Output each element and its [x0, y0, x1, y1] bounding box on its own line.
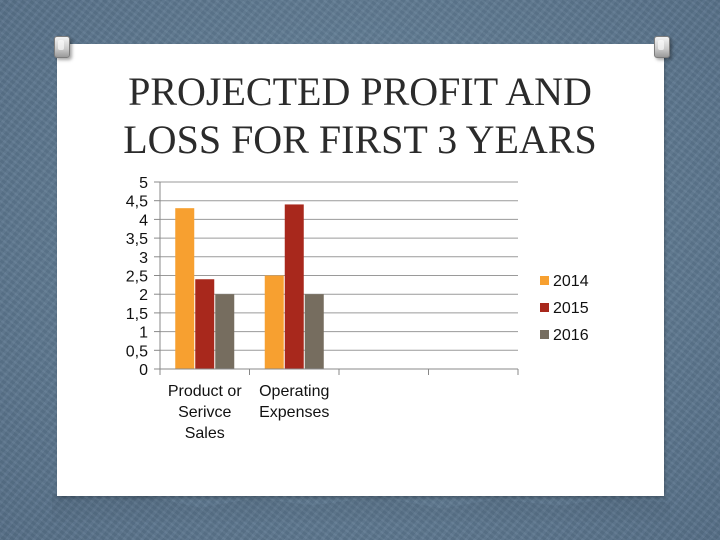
bar — [195, 279, 215, 369]
y-tick-label: 3,5 — [126, 231, 148, 248]
legend-label: 2016 — [553, 327, 589, 344]
y-tick-label: 5 — [139, 175, 148, 192]
legend-swatch — [540, 330, 549, 339]
x-category-label: Sales — [185, 425, 225, 442]
x-category-label: Operating — [259, 383, 329, 400]
bar — [284, 204, 304, 369]
y-tick-label: 4,5 — [126, 194, 148, 211]
x-category-label: Product or — [168, 383, 242, 400]
x-category-label: Expenses — [259, 404, 329, 421]
y-tick-labels: 0 0,51 1,5 22,5 3 3,5 44,5 5 — [126, 175, 148, 379]
y-tick-label: 0,5 — [126, 343, 148, 360]
y-tick-label: 2,5 — [126, 269, 148, 286]
slide-title-line-2: LOSS FOR FIRST 3 YEARS — [123, 117, 597, 162]
bar — [215, 294, 235, 369]
y-tick-label: 1,5 — [126, 306, 148, 323]
bar — [264, 275, 284, 369]
legend: 2014 2015 2016 — [540, 273, 589, 344]
bar — [175, 208, 195, 369]
legend-label: 2015 — [553, 300, 589, 317]
slide-title-line-1: PROJECTED PROFIT AND — [128, 69, 592, 114]
y-tick-label: 1 — [139, 325, 148, 342]
y-tick-label: 3 — [139, 250, 148, 267]
bar — [304, 294, 324, 369]
legend-swatch — [540, 303, 549, 312]
y-tick-label: 2 — [139, 287, 148, 304]
slide-paper — [57, 44, 664, 496]
x-category-label: Serivce — [178, 404, 231, 421]
legend-swatch — [540, 276, 549, 285]
axes — [154, 181, 519, 375]
bars — [175, 204, 324, 369]
y-tick-label: 4 — [139, 212, 148, 229]
binder-clip-right — [654, 36, 670, 58]
y-tick-label: 0 — [139, 362, 148, 379]
slide-title: PROJECTED PROFIT AND LOSS FOR FIRST 3 YE… — [0, 68, 720, 164]
legend-label: 2014 — [553, 273, 589, 290]
x-category-labels: Product or Serivce Sales Operating Expenses — [168, 383, 330, 442]
binder-clip-left — [54, 36, 70, 58]
